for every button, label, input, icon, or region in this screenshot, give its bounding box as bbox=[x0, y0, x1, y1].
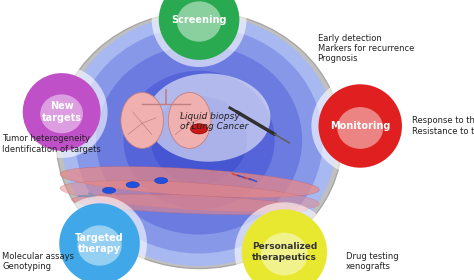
Ellipse shape bbox=[168, 92, 211, 148]
Ellipse shape bbox=[16, 66, 108, 158]
Ellipse shape bbox=[123, 71, 274, 209]
Ellipse shape bbox=[96, 45, 302, 235]
Text: Screening: Screening bbox=[171, 15, 227, 25]
Text: Targeted
therapy: Targeted therapy bbox=[75, 233, 124, 255]
Ellipse shape bbox=[62, 14, 337, 266]
Text: Molecular assays
Genotyping: Molecular assays Genotyping bbox=[2, 252, 74, 271]
Ellipse shape bbox=[40, 94, 83, 133]
Ellipse shape bbox=[72, 194, 308, 215]
Ellipse shape bbox=[59, 203, 140, 280]
Ellipse shape bbox=[235, 202, 334, 280]
Ellipse shape bbox=[337, 107, 383, 149]
Ellipse shape bbox=[155, 178, 168, 184]
Ellipse shape bbox=[77, 225, 122, 266]
Circle shape bbox=[191, 124, 208, 134]
Text: Response to therapy
Resistance to therapy: Response to therapy Resistance to therap… bbox=[412, 116, 474, 136]
Ellipse shape bbox=[151, 96, 247, 184]
Ellipse shape bbox=[242, 209, 327, 280]
Text: Monitoring: Monitoring bbox=[330, 121, 391, 131]
Text: Personalized
therapeutics: Personalized therapeutics bbox=[252, 242, 317, 262]
Ellipse shape bbox=[102, 187, 116, 193]
Ellipse shape bbox=[121, 92, 164, 148]
Ellipse shape bbox=[146, 74, 270, 162]
Text: Early detection
Markers for recurrence
Prognosis: Early detection Markers for recurrence P… bbox=[318, 34, 414, 63]
Ellipse shape bbox=[23, 73, 100, 151]
Ellipse shape bbox=[159, 0, 239, 60]
Ellipse shape bbox=[177, 1, 221, 42]
Text: Liquid biopsy
of Lung Cancer: Liquid biopsy of Lung Cancer bbox=[180, 112, 248, 131]
Ellipse shape bbox=[126, 182, 139, 188]
Ellipse shape bbox=[52, 196, 147, 280]
Ellipse shape bbox=[261, 233, 308, 275]
Ellipse shape bbox=[60, 181, 319, 211]
Ellipse shape bbox=[75, 27, 323, 253]
Ellipse shape bbox=[60, 167, 319, 197]
Ellipse shape bbox=[56, 11, 342, 269]
Ellipse shape bbox=[319, 84, 402, 168]
Text: New
targets: New targets bbox=[42, 101, 82, 123]
Ellipse shape bbox=[311, 77, 409, 175]
Text: Tumor heterogeneity
Identification of targets: Tumor heterogeneity Identification of ta… bbox=[2, 134, 101, 154]
Ellipse shape bbox=[152, 0, 246, 67]
Text: Drug testing
xenografts: Drug testing xenografts bbox=[346, 252, 399, 271]
